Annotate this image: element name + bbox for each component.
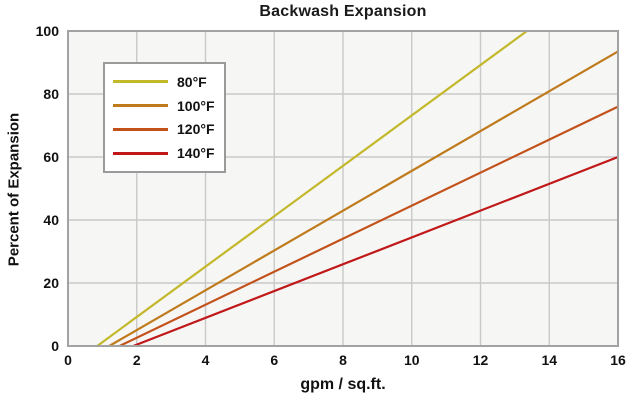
legend-swatch-120f xyxy=(113,127,168,131)
legend-label-140f: 140°F xyxy=(177,145,215,162)
legend-item-120f: 120°F xyxy=(113,118,216,140)
series-line-120f xyxy=(119,105,619,347)
x-tick-label: 4 xyxy=(202,352,210,368)
legend-swatch-80f xyxy=(113,80,168,84)
legend-item-100f: 100°F xyxy=(113,95,216,117)
legend-label-100f: 100°F xyxy=(177,97,215,114)
legend-label-120f: 120°F xyxy=(177,121,215,138)
legend: 80°F 100°F 120°F 140°F xyxy=(103,62,226,173)
chart-title: Backwash Expansion xyxy=(259,3,427,20)
x-tick-label: 2 xyxy=(133,352,141,368)
x-tick-label: 6 xyxy=(270,352,278,368)
x-tick-label: 12 xyxy=(473,352,489,368)
legend-item-80f: 80°F xyxy=(113,71,216,93)
series-line-140f xyxy=(132,155,619,348)
x-tick-label: 8 xyxy=(339,352,347,368)
x-tick-label: 16 xyxy=(610,352,626,368)
y-tick-label: 20 xyxy=(43,275,59,291)
legend-label-80f: 80°F xyxy=(177,73,207,90)
x-tick-label: 14 xyxy=(541,352,557,368)
series-line-80f xyxy=(96,30,528,347)
x-tick-label: 0 xyxy=(64,352,72,368)
legend-swatch-100f xyxy=(113,104,168,108)
y-tick-label: 60 xyxy=(43,149,59,165)
plot-border xyxy=(67,30,619,347)
y-tick-label: 0 xyxy=(51,338,59,354)
x-tick-label: 10 xyxy=(404,352,420,368)
y-tick-label: 100 xyxy=(36,23,60,39)
series-line-100f xyxy=(108,50,619,347)
y-tick-label: 80 xyxy=(43,86,59,102)
x-axis-label: gpm / sq.ft. xyxy=(300,376,386,393)
y-tick-label: 40 xyxy=(43,212,59,228)
legend-swatch-140f xyxy=(113,151,168,155)
legend-item-140f: 140°F xyxy=(113,142,216,164)
